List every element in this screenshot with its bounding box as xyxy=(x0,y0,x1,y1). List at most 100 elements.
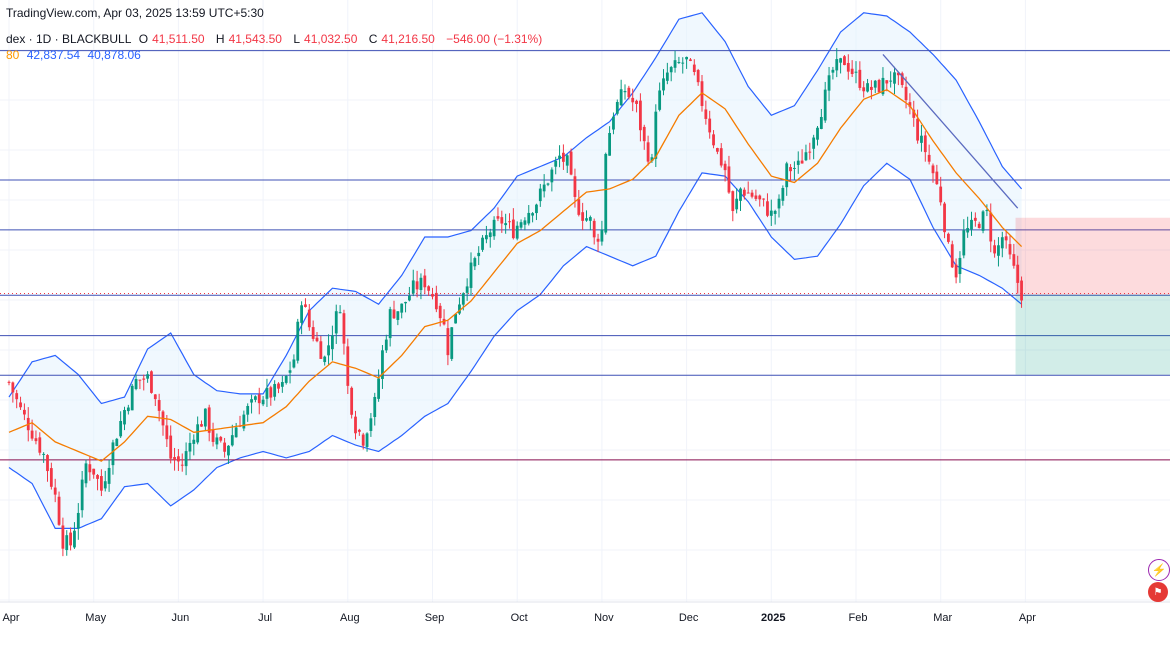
x-tick-label: Mar xyxy=(933,612,952,624)
candle xyxy=(365,432,369,452)
candle xyxy=(65,530,69,556)
candle xyxy=(103,470,107,492)
candle xyxy=(396,311,400,326)
candle xyxy=(754,189,758,202)
candle xyxy=(569,148,573,176)
candle xyxy=(80,471,84,518)
candle xyxy=(53,478,57,503)
candle xyxy=(211,422,215,447)
candle xyxy=(796,151,800,174)
candle xyxy=(88,456,92,481)
candle xyxy=(196,416,200,445)
candle xyxy=(504,213,508,234)
candle xyxy=(943,201,946,239)
candle xyxy=(642,124,646,150)
candle xyxy=(450,327,454,362)
candle xyxy=(538,183,542,207)
candle xyxy=(434,285,438,313)
candle xyxy=(381,345,384,389)
flag-icon[interactable]: ⚑ xyxy=(1148,582,1168,602)
candle xyxy=(793,161,796,180)
candle xyxy=(234,422,238,438)
x-tick-label: May xyxy=(85,612,106,624)
candle xyxy=(15,389,19,409)
candle xyxy=(419,273,423,300)
candle xyxy=(819,108,823,130)
candle xyxy=(985,204,989,217)
candle xyxy=(300,301,303,335)
candle xyxy=(261,396,265,407)
candle xyxy=(619,79,623,106)
candle xyxy=(469,252,473,296)
candle xyxy=(712,130,715,149)
candle xyxy=(246,403,250,422)
candle xyxy=(454,313,457,324)
candle xyxy=(823,81,827,123)
candle xyxy=(631,88,635,112)
candle xyxy=(354,410,357,440)
candle xyxy=(627,85,631,100)
candle xyxy=(130,383,134,411)
candle xyxy=(230,424,234,447)
candle xyxy=(519,219,523,230)
candle xyxy=(662,69,665,96)
candle xyxy=(284,375,288,385)
candle xyxy=(242,410,246,432)
candle xyxy=(766,193,769,218)
candle xyxy=(219,435,223,443)
x-tick-label: Jun xyxy=(172,612,190,624)
candle xyxy=(384,334,388,353)
open-value: 41,511.50 xyxy=(152,32,205,46)
candle xyxy=(319,336,323,359)
candle xyxy=(927,144,931,165)
candle xyxy=(508,213,511,229)
candle xyxy=(877,78,881,93)
candle xyxy=(146,371,149,383)
candle xyxy=(115,437,119,447)
candle xyxy=(92,468,96,479)
stop-loss-zone xyxy=(1015,217,1170,295)
x-tick-label: Feb xyxy=(849,612,868,624)
candle xyxy=(207,404,211,442)
candle xyxy=(639,93,642,142)
candle xyxy=(689,57,692,62)
candle xyxy=(873,79,877,94)
candle xyxy=(331,325,334,361)
candle xyxy=(588,215,592,231)
lightning-icon[interactable]: ⚡ xyxy=(1148,559,1170,581)
candle xyxy=(531,212,534,223)
horizontal-levels[interactable] xyxy=(0,50,1170,461)
candle xyxy=(931,163,935,183)
candle xyxy=(492,216,496,240)
candle xyxy=(950,240,954,269)
candle xyxy=(742,187,746,200)
candle xyxy=(411,269,415,297)
position-tool[interactable] xyxy=(1015,217,1170,375)
candle xyxy=(334,304,338,344)
trendline[interactable] xyxy=(882,54,1019,209)
candle xyxy=(989,203,993,253)
candle xyxy=(184,442,188,476)
candle xyxy=(912,100,916,127)
candle xyxy=(1012,243,1016,269)
candle xyxy=(377,369,380,402)
candle xyxy=(153,394,157,407)
candle xyxy=(69,527,72,551)
candle xyxy=(935,164,939,185)
candle xyxy=(789,164,792,182)
candle xyxy=(46,454,49,482)
candle xyxy=(423,268,427,295)
candle xyxy=(800,149,804,164)
symbol-label[interactable]: dex · 1D · BLACKBULL xyxy=(6,32,132,46)
x-tick-label: Dec xyxy=(679,612,699,624)
candle xyxy=(858,61,862,91)
candle xyxy=(646,135,650,166)
candle xyxy=(269,385,273,406)
candle xyxy=(923,131,927,162)
candle xyxy=(685,56,688,69)
candle xyxy=(542,174,546,198)
close-value: 41,216.50 xyxy=(381,32,435,46)
candle xyxy=(816,125,819,146)
candle xyxy=(327,334,330,366)
